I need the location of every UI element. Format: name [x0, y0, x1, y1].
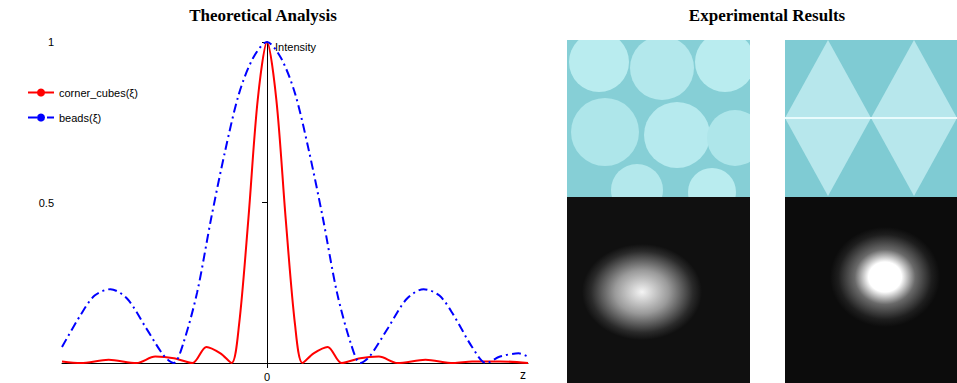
svg-text:0.5: 0.5	[39, 197, 54, 209]
svg-text:Intensity: Intensity	[275, 41, 316, 53]
svg-text:corner_cubes(ξ): corner_cubes(ξ)	[59, 87, 138, 99]
svg-text:Experimental Results: Experimental Results	[689, 6, 846, 25]
svg-text:0: 0	[264, 371, 270, 383]
svg-text:beads(ξ): beads(ξ)	[59, 112, 101, 124]
svg-text:Theoretical Analysis: Theoretical Analysis	[189, 6, 337, 25]
svg-text:1: 1	[48, 36, 54, 48]
svg-text:z: z	[520, 368, 526, 382]
